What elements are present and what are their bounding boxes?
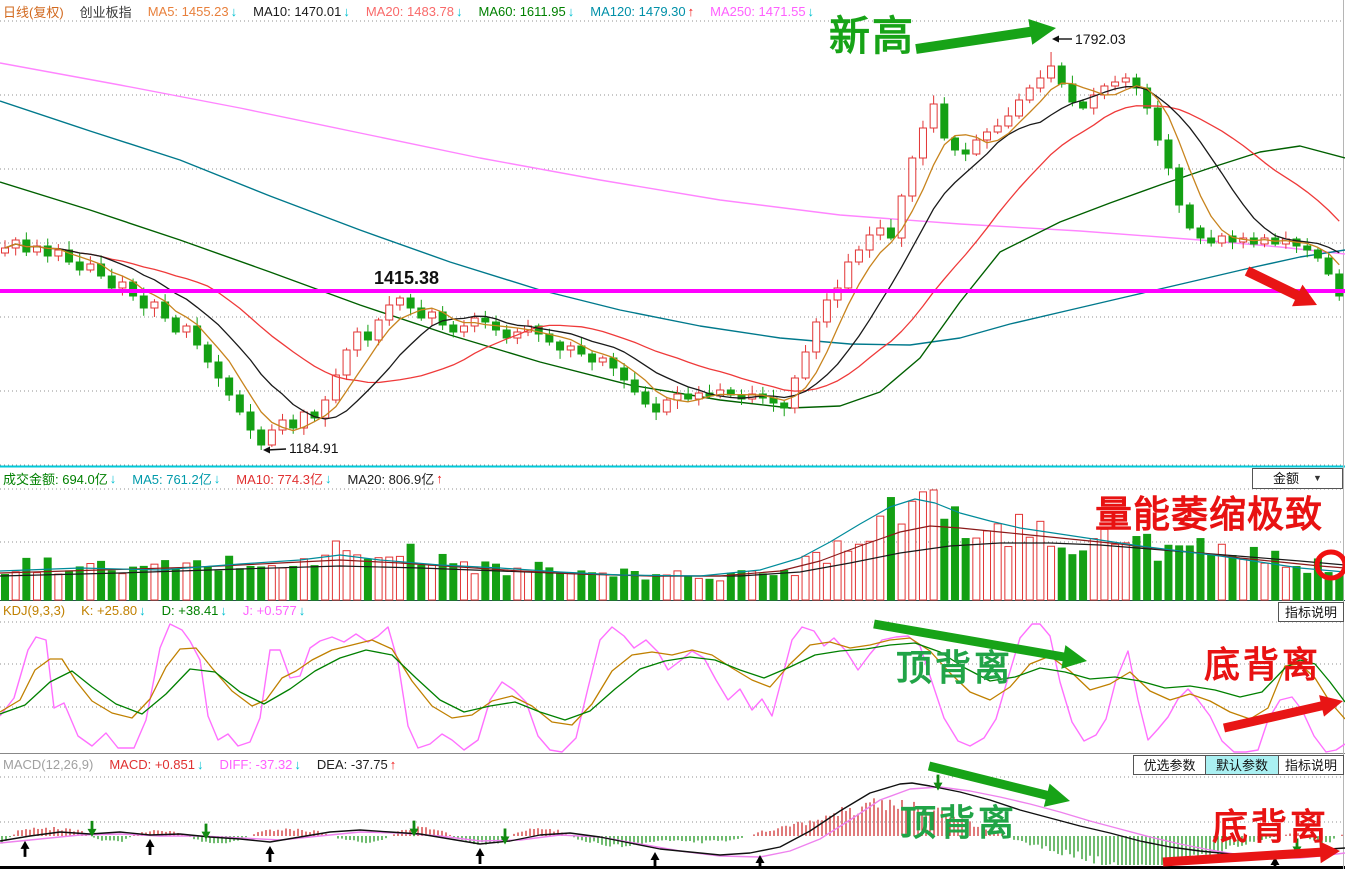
ma250-readout: MA250: 1471.55 ↓ [710, 2, 814, 21]
period-label: 日线(复权) [3, 2, 64, 21]
macd-params-label: MACD(12,26,9) [3, 757, 93, 772]
ma250-value: MA250: 1471.55 [710, 4, 806, 19]
ma60-value: MA60: 1611.95 [478, 4, 566, 19]
macd-bar-trend-arrow-icon: ↓ [196, 757, 204, 772]
ma20-value: MA20: 1483.78 [365, 4, 455, 19]
ma10-value: MA10: 1470.01 [253, 4, 342, 19]
ma60-readout: MA60: 1611.95 ↓ [479, 2, 575, 21]
main-chart-header: 日线(复权) 创业板指 MA5: 1455.23 ↓ MA10: 1470.01 ↓… [3, 2, 814, 21]
turnover-trend-arrow-icon: ↓ [109, 471, 117, 486]
default-params-button[interactable]: 默认参数 [1205, 755, 1279, 775]
vol-ma10-trend-arrow-icon: ↓ [324, 471, 332, 486]
kdj-d-trend-arrow-icon: ↓ [220, 603, 227, 618]
volume-mode-dropdown[interactable]: 金额 ▼ [1252, 468, 1343, 489]
ma5-value: MA5: 1455.23 [147, 4, 229, 19]
annotation-new-high: 新高 [829, 13, 915, 59]
chevron-down-icon: ▼ [1313, 473, 1322, 483]
symbol-text: 创业板指 [79, 5, 132, 20]
ma5-readout: MA5: 1455.23 ↓ [148, 2, 237, 21]
ma120-value: MA120: 1479.30 [590, 4, 686, 19]
macd-bar-value: MACD: +0.851 [109, 757, 195, 772]
low-price-label: 1184.91 [289, 440, 339, 456]
kdj-j-value: J: +0.577 [242, 603, 297, 618]
kdj-params-label: KDJ(9,3,3) [3, 603, 65, 618]
ma20-trend-arrow-icon: ↓ [456, 4, 463, 19]
vol-ma20-value: MA20: 806.9亿 [347, 472, 435, 487]
macd-bar-readout: MACD: +0.851 ↓ [109, 757, 203, 772]
kdj-panel-header: KDJ(9,3,3) K: +25.80 ↓ D: +38.41 ↓ J: +0.5… [3, 603, 305, 618]
volume-panel-header: 成交金额: 694.0亿 ↓ MA5: 761.2亿 ↓ MA10: 774.3亿 ↓… [3, 469, 443, 488]
kdj-d-value: D: +38.41 [161, 603, 219, 618]
kdj-k-value: K: +25.80 [81, 603, 138, 618]
macd-diff-trend-arrow-icon: ↓ [294, 757, 301, 772]
support-level-label: 1415.38 [374, 268, 440, 288]
kdj-params-text: KDJ(9,3,3) [3, 603, 66, 618]
volume-mode-label: 金额 [1273, 471, 1300, 486]
kdj-d-readout: D: +38.41 ↓ [162, 603, 227, 618]
kdj-j-trend-arrow-icon: ↓ [298, 603, 306, 618]
period-text: 日线(复权) [3, 5, 64, 20]
annotation-volume-shrink: 量能萎缩极致 [1095, 494, 1323, 535]
ma10-readout: MA10: 1470.01 ↓ [253, 2, 350, 21]
macd-params-text: MACD(12,26,9) [3, 757, 94, 772]
annotation-macd-top-divergence: 顶背离 [900, 802, 1018, 843]
turnover-readout: 成交金额: 694.0亿 ↓ [3, 469, 116, 488]
preferred-params-button[interactable]: 优选参数 [1133, 755, 1206, 775]
vol-ma5-trend-arrow-icon: ↓ [213, 471, 221, 486]
macd-diff-readout: DIFF: -37.32 ↓ [219, 757, 300, 772]
macd-dea-readout: DEA: -37.75 ↑ [317, 757, 396, 772]
annotation-kdj-bottom-divergence: 底背离 [1204, 644, 1322, 685]
macd-diff-value: DIFF: -37.32 [219, 757, 293, 772]
ma120-readout: MA120: 1479.30 ↑ [590, 2, 694, 21]
vol-ma10-readout: MA10: 774.3亿 ↓ [236, 469, 331, 488]
macd-dea-trend-arrow-icon: ↑ [389, 757, 397, 772]
macd-indicator-help-button[interactable]: 指标说明 [1278, 755, 1344, 775]
kdj-j-readout: J: +0.577 ↓ [243, 603, 305, 618]
macd-dea-value: DEA: -37.75 [316, 757, 388, 772]
vol-ma5-value: MA5: 761.2亿 [132, 472, 212, 487]
ma5-trend-arrow-icon: ↓ [230, 4, 238, 19]
vol-ma10-value: MA10: 774.3亿 [236, 472, 323, 487]
kdj-k-readout: K: +25.80 ↓ [81, 603, 146, 618]
ma60-trend-arrow-icon: ↓ [567, 4, 575, 19]
annotation-macd-bottom-divergence: 底背离 [1212, 806, 1330, 847]
kdj-k-trend-arrow-icon: ↓ [139, 603, 146, 618]
ma20-readout: MA20: 1483.78 ↓ [366, 2, 463, 21]
vol-ma5-readout: MA5: 761.2亿 ↓ [132, 469, 220, 488]
vol-ma20-readout: MA20: 806.9亿 ↑ [347, 469, 442, 488]
turnover-value: 成交金额: 694.0亿 [3, 472, 108, 487]
vol-ma20-trend-arrow-icon: ↑ [436, 471, 443, 486]
kdj-indicator-help-button[interactable]: 指标说明 [1278, 602, 1344, 622]
symbol-label: 创业板指 [80, 2, 132, 21]
macd-panel-header: MACD(12,26,9) MACD: +0.851 ↓ DIFF: -37.32… [3, 757, 396, 772]
high-price-label: 1792.03 [1075, 31, 1126, 47]
annotation-kdj-top-divergence: 顶背离 [896, 647, 1014, 688]
ma250-trend-arrow-icon: ↓ [807, 4, 815, 19]
ma120-trend-arrow-icon: ↑ [687, 4, 695, 19]
ma10-trend-arrow-icon: ↓ [343, 4, 350, 19]
